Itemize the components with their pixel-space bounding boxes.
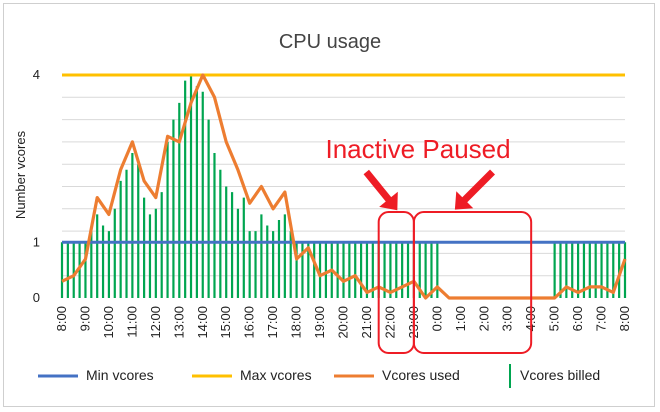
x-tick-label: 13:00 [171, 306, 186, 339]
y-tick-label: 4 [33, 67, 40, 82]
x-tick-label: 0:00 [429, 306, 444, 331]
legend-label: Min vcores [86, 367, 154, 383]
legend-label: Vcores used [382, 367, 460, 383]
legend-label: Vcores billed [520, 367, 600, 383]
x-tick-label: 15:00 [218, 306, 233, 339]
x-tick-label: 6:00 [570, 306, 585, 331]
legend: Min vcores Max vcores Vcores used Vcores bi… [38, 364, 600, 388]
x-tick-label: 8:00 [617, 306, 632, 331]
x-tick-label: 18:00 [289, 306, 304, 339]
arrow-head [454, 191, 474, 210]
annotation-label: Inactive [325, 134, 415, 164]
x-tick-label: 1:00 [453, 306, 468, 331]
x-tick-label: 9:00 [77, 306, 92, 331]
x-tick-label: 22:00 [382, 306, 397, 339]
x-ticks: 8:00 9:00 10:00 11:00 12:00 13:00 14:00 15:00 16… [54, 306, 632, 339]
x-tick-label: 2:00 [476, 306, 491, 331]
x-tick-label: 21:00 [359, 306, 374, 339]
arrow-shaft [363, 169, 395, 207]
x-tick-label: 7:00 [594, 306, 609, 331]
chart-title: CPU usage [279, 31, 381, 53]
y-tick-label: 1 [33, 234, 40, 249]
x-tick-label: 11:00 [124, 306, 139, 338]
legend-label: Max vcores [240, 367, 312, 383]
x-tick-label: 10:00 [101, 306, 116, 339]
x-tick-label: 12:00 [148, 306, 163, 339]
x-tick-label: 16:00 [242, 306, 257, 339]
x-tick-label: 14:00 [195, 306, 210, 339]
annotations: Inactive Paused [325, 134, 533, 354]
y-axis-label: Number vcores [13, 130, 28, 219]
y-tick-label: 0 [33, 290, 40, 305]
x-tick-label: 5:00 [547, 306, 562, 331]
annotation-box [412, 211, 533, 354]
annotation-label: Paused [422, 134, 510, 164]
x-tick-label: 19:00 [312, 306, 327, 339]
arrow-shaft [458, 169, 495, 207]
x-tick-label: 3:00 [500, 306, 515, 331]
x-tick-label: 17:00 [265, 306, 280, 339]
arrow-head [379, 191, 398, 211]
x-tick-label: 8:00 [54, 306, 69, 331]
x-tick-label: 20:00 [336, 306, 351, 339]
y-ticks: 0 1 4 [33, 67, 40, 305]
